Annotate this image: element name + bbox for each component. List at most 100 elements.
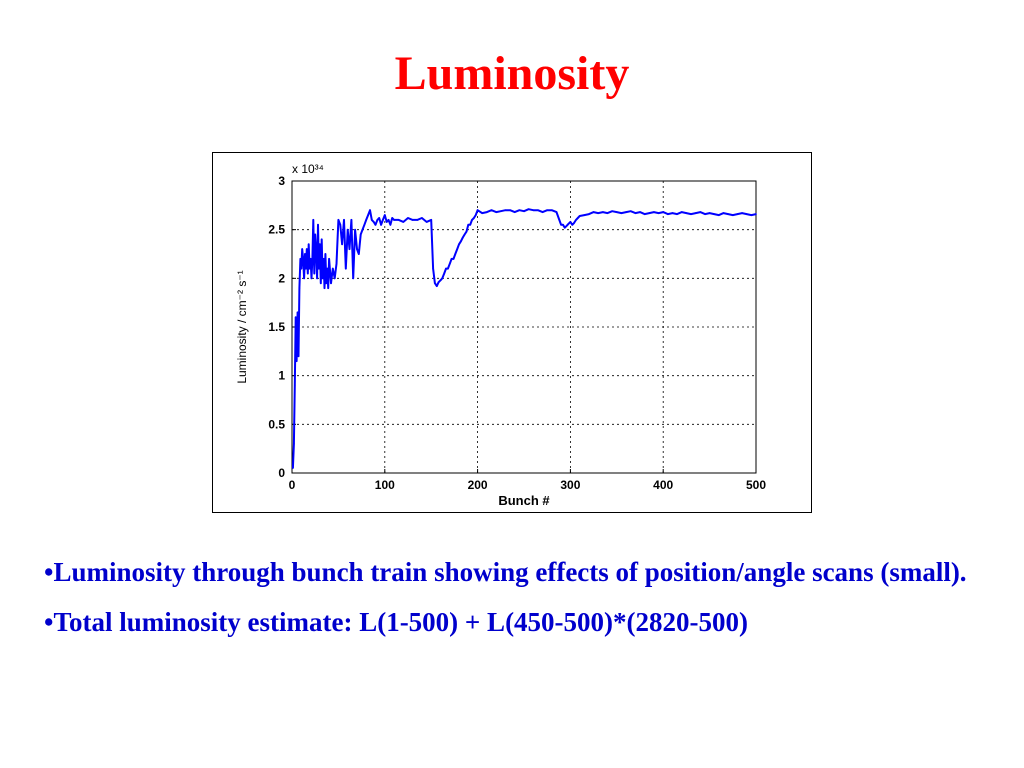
- data-point: [616, 211, 618, 213]
- data-point: [320, 238, 323, 241]
- data-point: [476, 209, 479, 211]
- data-point: [300, 267, 303, 270]
- data-point: [380, 224, 382, 226]
- data-point: [558, 219, 561, 221]
- data-point: [449, 262, 451, 265]
- data-point: [450, 258, 453, 260]
- data-point: [436, 285, 438, 287]
- data-point: [518, 209, 521, 211]
- data-point: [588, 213, 590, 215]
- data-point: [745, 213, 748, 215]
- data-point: [321, 277, 324, 280]
- data-point: [447, 267, 449, 270]
- x-tick-label: 400: [653, 478, 673, 492]
- data-point: [560, 224, 562, 226]
- data-point: [441, 277, 444, 280]
- data-point: [458, 243, 460, 246]
- data-point: [465, 230, 468, 233]
- data-point: [469, 224, 472, 226]
- data-point: [387, 219, 390, 221]
- data-point: [337, 219, 340, 221]
- data-point: [634, 212, 637, 214]
- data-point: [298, 287, 301, 289]
- data-point: [690, 213, 692, 215]
- data-point: [699, 211, 702, 213]
- data-point: [462, 236, 464, 239]
- x-tick-label: 500: [746, 478, 766, 492]
- data-point: [555, 211, 558, 213]
- data-point: [454, 253, 457, 255]
- data-point: [312, 219, 315, 221]
- data-point: [452, 258, 455, 260]
- data-point: [592, 211, 595, 213]
- data-point: [583, 214, 586, 216]
- data-point: [602, 211, 604, 213]
- data-point: [371, 219, 373, 221]
- data-point: [293, 443, 295, 445]
- data-point: [685, 212, 688, 214]
- data-point: [736, 213, 739, 215]
- y-tick-label: 0: [278, 466, 285, 480]
- data-point: [299, 258, 302, 260]
- data-point: [359, 233, 362, 236]
- data-point: [562, 224, 564, 226]
- y-tick-label: 1.5: [268, 320, 285, 334]
- data-point: [376, 219, 379, 221]
- data-point: [306, 248, 308, 250]
- data-point: [481, 212, 484, 214]
- data-point: [532, 209, 535, 211]
- data-point: [378, 217, 380, 219]
- data-point: [318, 267, 320, 270]
- luminosity-chart: 0 100 200 300 400 500 0 0.5 1 1.5 2 2.5 3 x 10³⁴ Lum…: [235, 162, 766, 508]
- y-tick-label: 2.5: [268, 223, 285, 237]
- data-point: [372, 221, 375, 223]
- data-point: [307, 272, 309, 275]
- data-point: [305, 267, 307, 270]
- data-point: [297, 355, 300, 357]
- data-point: [456, 248, 458, 250]
- data-point: [333, 277, 336, 280]
- data-point: [369, 209, 371, 211]
- data-point: [567, 223, 570, 225]
- data-point: [546, 209, 548, 211]
- x-tick-label: 100: [375, 478, 395, 492]
- luminosity-figure: 0 100 200 300 400 500 0 0.5 1 1.5 2 2.5 3 x 10³⁴ Lum…: [212, 152, 812, 513]
- bullet-item: •Luminosity through bunch train showing …: [44, 557, 967, 587]
- data-point: [327, 287, 329, 289]
- data-point: [571, 224, 574, 226]
- data-point: [606, 212, 609, 214]
- data-point: [577, 217, 579, 219]
- data-point: [473, 217, 475, 219]
- data-point: [301, 248, 303, 250]
- data-point: [367, 214, 369, 216]
- data-point: [569, 221, 572, 223]
- data-point: [504, 209, 507, 211]
- data-point: [328, 258, 330, 260]
- data-point: [541, 211, 544, 213]
- data-point: [495, 211, 498, 213]
- data-point: [363, 224, 366, 226]
- data-point: [310, 277, 313, 280]
- data-point: [551, 209, 553, 211]
- data-point: [527, 208, 530, 210]
- y-multiplier-label: x 10³⁴: [292, 162, 324, 176]
- data-point: [445, 267, 447, 270]
- data-point: [365, 219, 367, 221]
- data-point: [411, 219, 414, 221]
- data-point: [374, 224, 377, 226]
- y-tick-label: 1: [278, 369, 285, 383]
- data-point: [713, 213, 715, 215]
- data-point: [474, 214, 477, 216]
- data-point: [467, 224, 470, 226]
- data-point: [325, 282, 328, 284]
- data-point: [335, 262, 338, 265]
- data-point: [671, 212, 674, 214]
- data-point: [308, 267, 311, 270]
- data-point: [296, 311, 299, 314]
- data-point: [326, 267, 329, 270]
- data-point: [294, 316, 297, 319]
- y-tick-label: 3: [278, 174, 285, 188]
- data-point: [348, 248, 351, 250]
- data-point: [354, 228, 356, 231]
- data-point: [662, 211, 664, 213]
